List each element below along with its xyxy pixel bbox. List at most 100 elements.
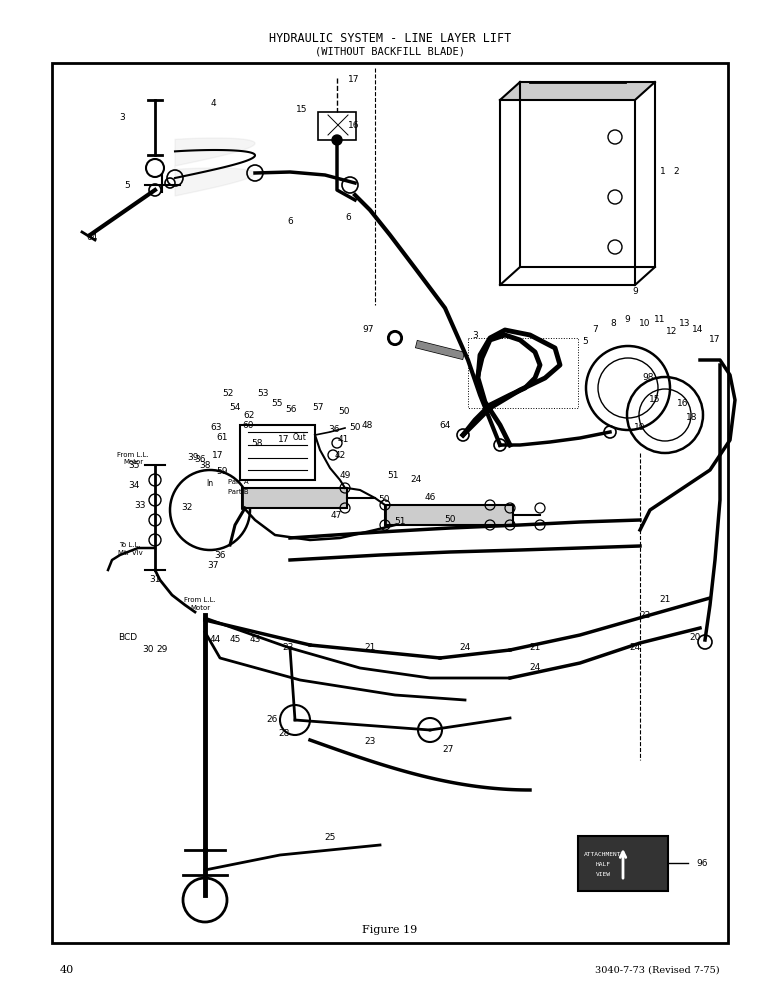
Text: 44: 44 bbox=[209, 636, 221, 645]
Text: From L.L.: From L.L. bbox=[117, 452, 149, 458]
Text: 28: 28 bbox=[278, 728, 289, 738]
Text: 29: 29 bbox=[156, 646, 168, 654]
Polygon shape bbox=[175, 138, 255, 196]
Text: 27: 27 bbox=[442, 746, 454, 754]
Bar bbox=[240, 425, 315, 480]
Text: 30: 30 bbox=[142, 646, 154, 654]
Text: Out: Out bbox=[293, 432, 307, 442]
Text: 22: 22 bbox=[640, 610, 651, 619]
Text: 51: 51 bbox=[394, 518, 406, 526]
Text: 61: 61 bbox=[216, 434, 228, 442]
Text: 48: 48 bbox=[361, 420, 373, 430]
Bar bbox=[242, 488, 347, 508]
Text: Mtr Vlv: Mtr Vlv bbox=[118, 550, 143, 556]
Text: 54: 54 bbox=[229, 403, 241, 412]
Text: 45: 45 bbox=[229, 636, 241, 645]
Text: 39: 39 bbox=[187, 454, 199, 462]
Text: 17: 17 bbox=[348, 76, 360, 85]
Text: 19: 19 bbox=[634, 424, 646, 432]
Text: 57: 57 bbox=[312, 403, 324, 412]
Text: 42: 42 bbox=[335, 450, 346, 460]
Bar bbox=[578, 836, 668, 891]
Text: 20: 20 bbox=[690, 634, 700, 643]
Text: 13: 13 bbox=[679, 318, 691, 328]
Bar bbox=[318, 112, 356, 140]
Text: 5: 5 bbox=[124, 182, 130, 190]
Text: 53: 53 bbox=[257, 388, 269, 397]
Text: 43: 43 bbox=[250, 636, 261, 645]
Text: 24: 24 bbox=[410, 476, 422, 485]
Text: 5: 5 bbox=[582, 338, 588, 347]
Text: 21: 21 bbox=[530, 644, 541, 652]
Text: 51: 51 bbox=[387, 471, 399, 480]
Text: 35: 35 bbox=[128, 460, 140, 470]
Text: 23: 23 bbox=[364, 738, 376, 746]
Text: 14: 14 bbox=[693, 326, 704, 334]
Text: 58: 58 bbox=[251, 438, 263, 448]
Text: 50: 50 bbox=[339, 408, 349, 416]
Text: VIEW: VIEW bbox=[595, 871, 611, 876]
Text: 24: 24 bbox=[459, 644, 470, 652]
Text: HYDRAULIC SYSTEM - LINE LAYER LIFT: HYDRAULIC SYSTEM - LINE LAYER LIFT bbox=[269, 31, 511, 44]
Text: HALF: HALF bbox=[595, 861, 611, 866]
Bar bbox=[385, 505, 513, 525]
Text: 41: 41 bbox=[337, 436, 349, 444]
Text: 2: 2 bbox=[673, 167, 679, 176]
Text: 3040-7-73 (Revised 7-75): 3040-7-73 (Revised 7-75) bbox=[595, 966, 720, 974]
Text: 36: 36 bbox=[215, 550, 225, 560]
Text: (WITHOUT BACKFILL BLADE): (WITHOUT BACKFILL BLADE) bbox=[315, 47, 465, 57]
Text: Figure 19: Figure 19 bbox=[363, 925, 417, 935]
Text: 9: 9 bbox=[632, 288, 638, 296]
Text: 63: 63 bbox=[211, 424, 222, 432]
Text: 17: 17 bbox=[212, 450, 224, 460]
Text: 6: 6 bbox=[345, 214, 351, 223]
Text: 33: 33 bbox=[134, 500, 146, 510]
Text: 50: 50 bbox=[349, 424, 360, 432]
Text: ATTACHMENT: ATTACHMENT bbox=[584, 852, 622, 856]
Text: Part B: Part B bbox=[228, 489, 248, 495]
Text: 9: 9 bbox=[624, 316, 630, 324]
Text: 3: 3 bbox=[119, 113, 125, 122]
Text: 38: 38 bbox=[199, 460, 211, 470]
Text: 21: 21 bbox=[659, 595, 671, 604]
Text: 31: 31 bbox=[149, 576, 161, 584]
Bar bbox=[468, 338, 578, 408]
Text: To L.L.: To L.L. bbox=[119, 542, 141, 548]
Text: 8: 8 bbox=[610, 318, 616, 328]
Text: 50: 50 bbox=[378, 495, 390, 504]
Text: 64: 64 bbox=[439, 420, 451, 430]
Text: 37: 37 bbox=[207, 560, 218, 570]
Text: 60: 60 bbox=[243, 420, 254, 430]
Text: Motor: Motor bbox=[123, 459, 143, 465]
Bar bbox=[52, 63, 728, 943]
Text: From L.L.: From L.L. bbox=[184, 597, 216, 603]
Text: 62: 62 bbox=[243, 410, 255, 420]
Text: 11: 11 bbox=[654, 316, 666, 324]
Text: 36: 36 bbox=[328, 426, 340, 434]
Text: 55: 55 bbox=[271, 398, 282, 408]
Text: 10: 10 bbox=[640, 318, 651, 328]
Text: 26: 26 bbox=[266, 716, 278, 724]
Text: 16: 16 bbox=[677, 398, 689, 408]
Text: 17: 17 bbox=[709, 336, 721, 344]
Text: 34: 34 bbox=[129, 481, 140, 489]
Text: 96: 96 bbox=[696, 858, 707, 867]
Text: 40: 40 bbox=[60, 965, 74, 975]
Text: 49: 49 bbox=[339, 471, 351, 480]
Text: 47: 47 bbox=[330, 510, 342, 520]
Text: 17: 17 bbox=[278, 436, 289, 444]
Text: 97: 97 bbox=[362, 326, 374, 334]
Text: 1: 1 bbox=[660, 167, 666, 176]
Text: 50: 50 bbox=[445, 516, 456, 524]
Text: 24: 24 bbox=[530, 664, 541, 672]
Circle shape bbox=[332, 135, 342, 145]
Text: 25: 25 bbox=[324, 834, 335, 842]
Text: 23: 23 bbox=[282, 644, 294, 652]
Text: 18: 18 bbox=[686, 414, 698, 422]
Text: 7: 7 bbox=[592, 326, 598, 334]
Text: In: In bbox=[207, 479, 214, 488]
Text: 3: 3 bbox=[472, 330, 478, 340]
Text: 56: 56 bbox=[285, 406, 296, 414]
Text: 6: 6 bbox=[287, 218, 292, 227]
Text: 98: 98 bbox=[642, 373, 654, 382]
